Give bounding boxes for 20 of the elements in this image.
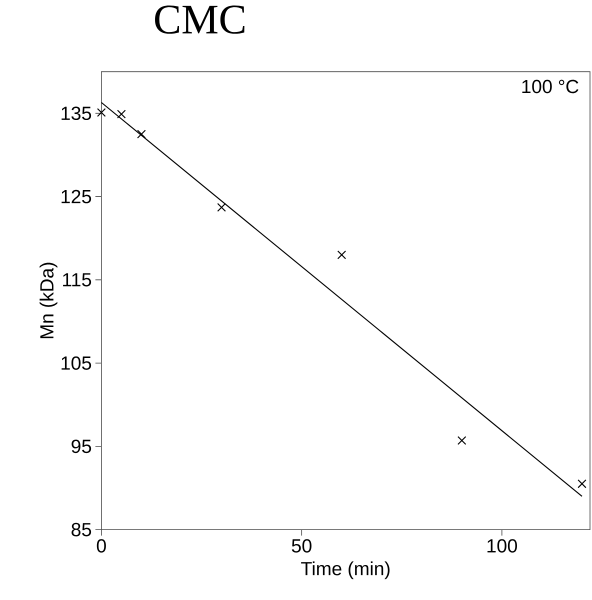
x-tick-label: 0	[96, 539, 106, 553]
x-axis-title: Time (min)	[301, 561, 390, 580]
chart-title: CMC	[155, 6, 244, 34]
point	[96, 108, 106, 117]
point	[137, 130, 146, 139]
x-tick-label: 50	[292, 539, 312, 553]
point	[457, 436, 466, 445]
annotation: 100 °C	[522, 80, 578, 94]
y-tick-label: 105	[62, 356, 92, 370]
point	[337, 250, 346, 260]
y-tick-label: 135	[62, 106, 92, 120]
x-tick-label: 100	[488, 539, 517, 553]
point	[217, 202, 226, 212]
point	[116, 110, 126, 119]
y-tick-label: 85	[72, 522, 92, 536]
y-tick-label: 115	[63, 273, 92, 286]
point	[578, 479, 586, 488]
y-axis-title: Mn (kDa)	[40, 262, 58, 338]
y-tick-label: 125	[62, 190, 92, 204]
y-tick-label: 95	[72, 440, 92, 454]
